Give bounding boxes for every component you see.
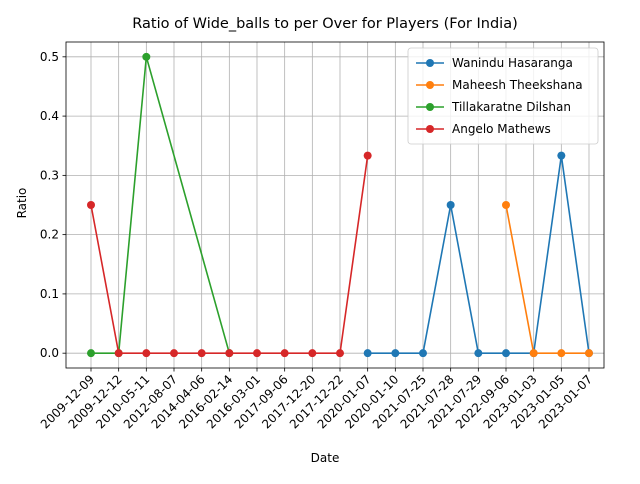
data-point (474, 349, 483, 358)
legend-label: Maheesh Theekshana (452, 78, 583, 92)
y-tick-label: 0.5 (40, 50, 59, 64)
legend-box (407, 47, 599, 145)
data-point (391, 349, 400, 358)
data-point (142, 349, 151, 358)
data-point (557, 349, 566, 358)
data-point (253, 349, 261, 358)
data-point (114, 349, 123, 358)
data-point (280, 349, 289, 358)
data-point (502, 349, 510, 358)
y-tick-label: 0.4 (40, 109, 59, 123)
y-tick-label: 0.2 (40, 228, 59, 242)
data-point (557, 151, 566, 160)
data-point (197, 349, 206, 358)
data-point (363, 151, 372, 160)
legend-marker (426, 125, 434, 133)
y-axis: 0.0 0.1 0.2 0.3 0.4 0.5 (40, 50, 66, 360)
data-point (142, 52, 151, 61)
series-line (505, 204, 589, 354)
series-layer (87, 52, 593, 358)
data-point (308, 349, 317, 358)
legend-marker (426, 103, 434, 111)
legend-label: Angelo Mathews (452, 122, 551, 136)
y-tick-label: 0.1 (40, 287, 59, 301)
data-point (336, 349, 344, 358)
data-point (529, 349, 538, 358)
data-point (225, 349, 234, 358)
series-line (91, 56, 231, 354)
legend-marker (426, 59, 434, 67)
chart-title: Ratio of Wide_balls to per Over for Play… (132, 16, 518, 32)
legend-label: Tillakaratne Dilshan (451, 100, 571, 114)
legend-label: Wanindu Hasaranga (452, 56, 573, 70)
data-point (419, 349, 427, 358)
plot-frame (65, 41, 605, 369)
data-point (363, 349, 372, 358)
data-point (87, 201, 95, 209)
data-point (446, 201, 455, 209)
data-point (170, 349, 178, 358)
x-axis-label: Date (311, 451, 340, 465)
x-axis: 2009-12-092009-12-122010-05-112012-08-07… (38, 368, 595, 431)
legend-marker (426, 81, 434, 89)
legend: Wanindu Hasaranga Maheesh Theekshana Tilla… (407, 47, 599, 145)
y-tick-label: 0.3 (40, 168, 59, 182)
data-point (502, 201, 510, 209)
data-point (585, 349, 593, 358)
data-point (87, 349, 95, 358)
y-tick-label: 0.0 (40, 346, 59, 360)
y-axis-label: Ratio (15, 188, 29, 219)
